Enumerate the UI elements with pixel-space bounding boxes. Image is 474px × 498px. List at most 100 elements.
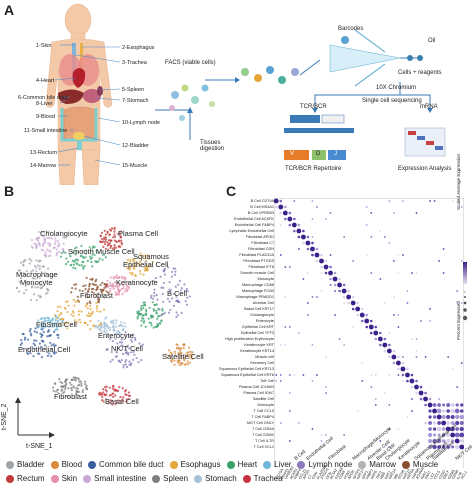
tsne-cluster-label: Smooth Muscle Cell (68, 247, 135, 256)
tsne-cell-point (75, 262, 78, 265)
tsne-cell-point (84, 383, 87, 386)
tsne-cell-point (105, 393, 108, 396)
tsne-cell-point (161, 292, 165, 295)
dotplot-dot (379, 331, 382, 335)
tsne-cell-point (69, 255, 72, 258)
tsne-cell-point (55, 327, 58, 330)
dotplot-dot (374, 325, 378, 329)
tsne-cell-point (102, 388, 105, 391)
tsne-cell-point (61, 236, 65, 239)
tsne-cell-point (75, 246, 78, 249)
dotplot-dot (442, 403, 446, 407)
tsne-cell-point (112, 326, 116, 329)
tsne-cell-point (103, 286, 106, 289)
tsne-cell-point (48, 254, 52, 257)
dotplot-dot (451, 439, 455, 443)
tsne-cell-point (114, 337, 117, 340)
tsne-cell-point (66, 260, 70, 263)
dotplot-dot (392, 296, 395, 298)
tsne-cell-point (73, 247, 76, 250)
dotplot-dot (379, 343, 382, 347)
tsne-cell-point (68, 381, 72, 384)
legend-swatch (401, 460, 410, 469)
tsne-cell-point (107, 291, 110, 294)
dotplot-dot (427, 402, 433, 408)
tsne-cell-point (126, 289, 129, 292)
tsne-cell-point (88, 246, 91, 249)
tsne-cell-point (57, 242, 60, 245)
dotplot-row-label: B Cell MS4A1 (250, 205, 274, 209)
tsne-cell-point (23, 338, 27, 341)
dotplot-dot (370, 212, 373, 214)
tsne-cell-point (104, 247, 108, 250)
tsne-cell-point (39, 346, 43, 349)
tsne-cell-point (161, 313, 164, 316)
dotplot-row-label: T Cell GZMA (252, 427, 274, 431)
tsne-cell-point (44, 251, 47, 254)
legend-label: Heart (237, 460, 258, 469)
tsne-cell-point (52, 274, 55, 277)
tsne-cell-point (97, 297, 100, 301)
tsne-cell-point (123, 276, 126, 279)
tsne-cell-point (126, 266, 129, 269)
tsne-cell-point (46, 236, 49, 240)
dotplot-dot (320, 265, 323, 269)
tsne-cell-point (140, 358, 143, 362)
legend-label: Skin (61, 474, 78, 483)
tsne-cell-point (121, 337, 124, 340)
dotplot-dot (397, 428, 400, 430)
dotplot-dot (383, 236, 386, 238)
tsne-cell-point (168, 290, 171, 293)
tsne-cell-point (182, 347, 185, 350)
tsne-cell-point (149, 296, 153, 299)
dotplot-dot (460, 260, 463, 262)
tsne-cell-point (74, 287, 77, 290)
tsne-cell-point (53, 314, 56, 317)
legend-swatch (6, 460, 14, 469)
tsne-cell-point (53, 382, 57, 385)
tsne-cell-point (129, 271, 132, 275)
dotplot-dot (284, 344, 287, 346)
tsne-cell-point (160, 319, 163, 322)
tsne-cell-point (113, 230, 116, 233)
dotplot-dot (455, 420, 460, 426)
dotplot-dot (460, 403, 464, 407)
tsne-cell-point (42, 230, 46, 233)
tsne-cell-point (30, 238, 34, 242)
tsne-cell-point (155, 312, 158, 315)
tsne-cell-point (31, 346, 34, 349)
tsne-cell-point (91, 265, 94, 268)
tsne-cell-point (143, 255, 146, 258)
dotplot-dot (450, 415, 455, 419)
tsne-cell-point (128, 360, 131, 363)
tsne-cell-point (38, 342, 41, 345)
tsne-x-axis-label: t-SNE_1 (26, 443, 53, 450)
legend-swatch (297, 460, 306, 469)
tsne-cell-point (102, 288, 105, 291)
tsne-cell-point (25, 288, 28, 292)
tsne-cell-point (46, 319, 49, 322)
tsne-cell-point (106, 231, 109, 234)
tsne-cell-point (61, 381, 64, 385)
dotplot-dot (352, 260, 355, 262)
tsne-cell-point (20, 342, 24, 345)
tsne-cell-point (62, 323, 66, 326)
tsne-cell-point (97, 301, 100, 304)
dotplot-dot (316, 206, 318, 208)
tsne-cell-point (54, 344, 57, 347)
tsne-cell-point (72, 311, 75, 314)
dotplot-dot (459, 426, 464, 432)
legend-swatch (88, 460, 97, 469)
dotplot-dot (423, 396, 428, 402)
tsne-cell-point (94, 280, 97, 283)
tsne-cell-point (121, 400, 125, 403)
tsne-cell-point (114, 291, 117, 294)
tsne-cell-point (18, 269, 22, 272)
tsne-cell-point (58, 250, 61, 253)
tsne-cell-point (80, 384, 83, 387)
dotplot-row-label: Smooth muscle Cell (240, 271, 274, 275)
tsne-cell-point (144, 313, 147, 317)
dotplot-row-label: Fibroblast PLA2G2A (239, 253, 274, 257)
tsne-cell-point (99, 283, 102, 286)
tsne-cell-point (114, 235, 117, 238)
